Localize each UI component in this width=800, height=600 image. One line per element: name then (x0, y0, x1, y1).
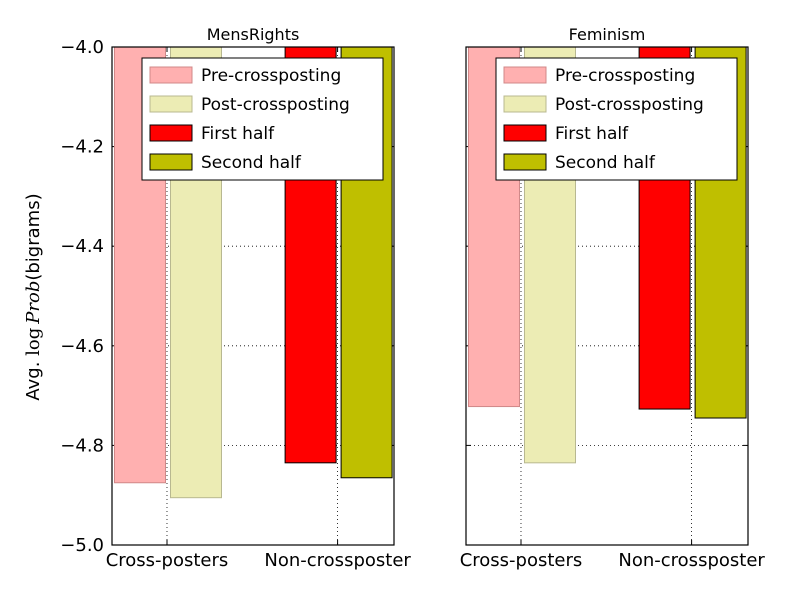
legend-label: Second half (201, 153, 302, 173)
panel-title: MensRights (207, 25, 300, 44)
legend-label: First half (555, 124, 629, 144)
y-tick-label: −4.2 (60, 137, 104, 158)
y-tick-label: −4.4 (60, 236, 104, 257)
panel-title: Feminism (569, 25, 646, 44)
legend-label: Post-crossposting (201, 95, 350, 115)
y-axis-label: Avg. log Prob(bigrams) (23, 193, 44, 400)
axes-frame (465, 46, 749, 546)
legend-swatch (149, 153, 193, 171)
legend-swatch (149, 66, 193, 84)
y-tick-label: −4.0 (60, 37, 104, 58)
legend-swatch (503, 124, 547, 142)
y-tick-label: −4.8 (60, 435, 104, 456)
legend: Pre-crossposting Post-crossposting First h… (495, 57, 738, 181)
axes-frame (111, 46, 395, 546)
x-tick-label: Cross-posters (460, 550, 583, 571)
legend-swatch (149, 95, 193, 113)
x-tick-label: Cross-posters (106, 550, 229, 571)
legend-swatch (503, 95, 547, 113)
legend-swatch (149, 124, 193, 142)
legend-label: Second half (555, 153, 656, 173)
legend-swatch (503, 153, 547, 171)
x-tick-label: Non-crossposter (618, 550, 765, 571)
y-axis-label-prob: Prob (23, 281, 44, 325)
y-tick-label: −4.6 (60, 336, 104, 357)
legend-label: Pre-crossposting (555, 66, 695, 86)
legend-label: Pre-crossposting (201, 66, 341, 86)
legend: Pre-crossposting Post-crossposting First h… (141, 57, 384, 181)
x-tick-label: Non-crossposter (264, 550, 411, 571)
y-axis-label-log: log (23, 328, 44, 356)
y-axis-label-suffix: (bigrams) (23, 193, 44, 280)
y-axis-label-prefix: Avg. (23, 356, 44, 401)
y-tick-label: −5.0 (60, 535, 104, 556)
chart-panel-1: Cross-posters Non-crossposter Feminism Pre-… (460, 25, 766, 571)
legend-swatch (503, 66, 547, 84)
legend-label: First half (201, 124, 275, 144)
legend-label: Post-crossposting (555, 95, 704, 115)
